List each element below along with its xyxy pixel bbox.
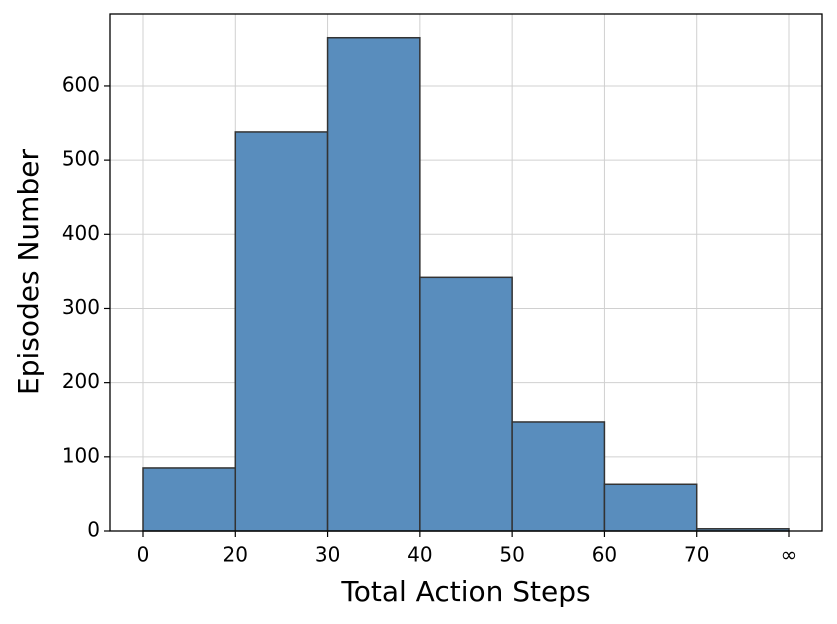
x-tick-label: 50 <box>499 543 524 567</box>
bar <box>142 467 237 532</box>
y-tick-label: 600 <box>62 72 100 96</box>
x-axis-label: Total Action Steps <box>340 575 590 608</box>
bar <box>511 421 606 532</box>
x-tick-label: 30 <box>315 543 340 567</box>
x-tick-label: 60 <box>592 543 617 567</box>
x-tick-label: 20 <box>223 543 248 567</box>
bar <box>234 131 329 532</box>
y-tick-label: 200 <box>62 369 100 393</box>
x-tick-label: 40 <box>407 543 432 567</box>
y-tick-label: 100 <box>62 443 100 467</box>
x-tick-label: ∞ <box>781 543 798 567</box>
bar <box>326 36 421 532</box>
y-tick-label: 0 <box>87 518 100 542</box>
bar <box>603 483 698 532</box>
x-tick-label: 0 <box>137 543 150 567</box>
y-tick-label: 500 <box>62 147 100 171</box>
x-tick-label: 70 <box>684 543 709 567</box>
y-axis-label: Episodes Number <box>12 149 45 395</box>
y-tick-label: 300 <box>62 295 100 319</box>
y-tick-label: 400 <box>62 221 100 245</box>
bar <box>419 276 513 532</box>
plot-frame <box>109 13 823 532</box>
